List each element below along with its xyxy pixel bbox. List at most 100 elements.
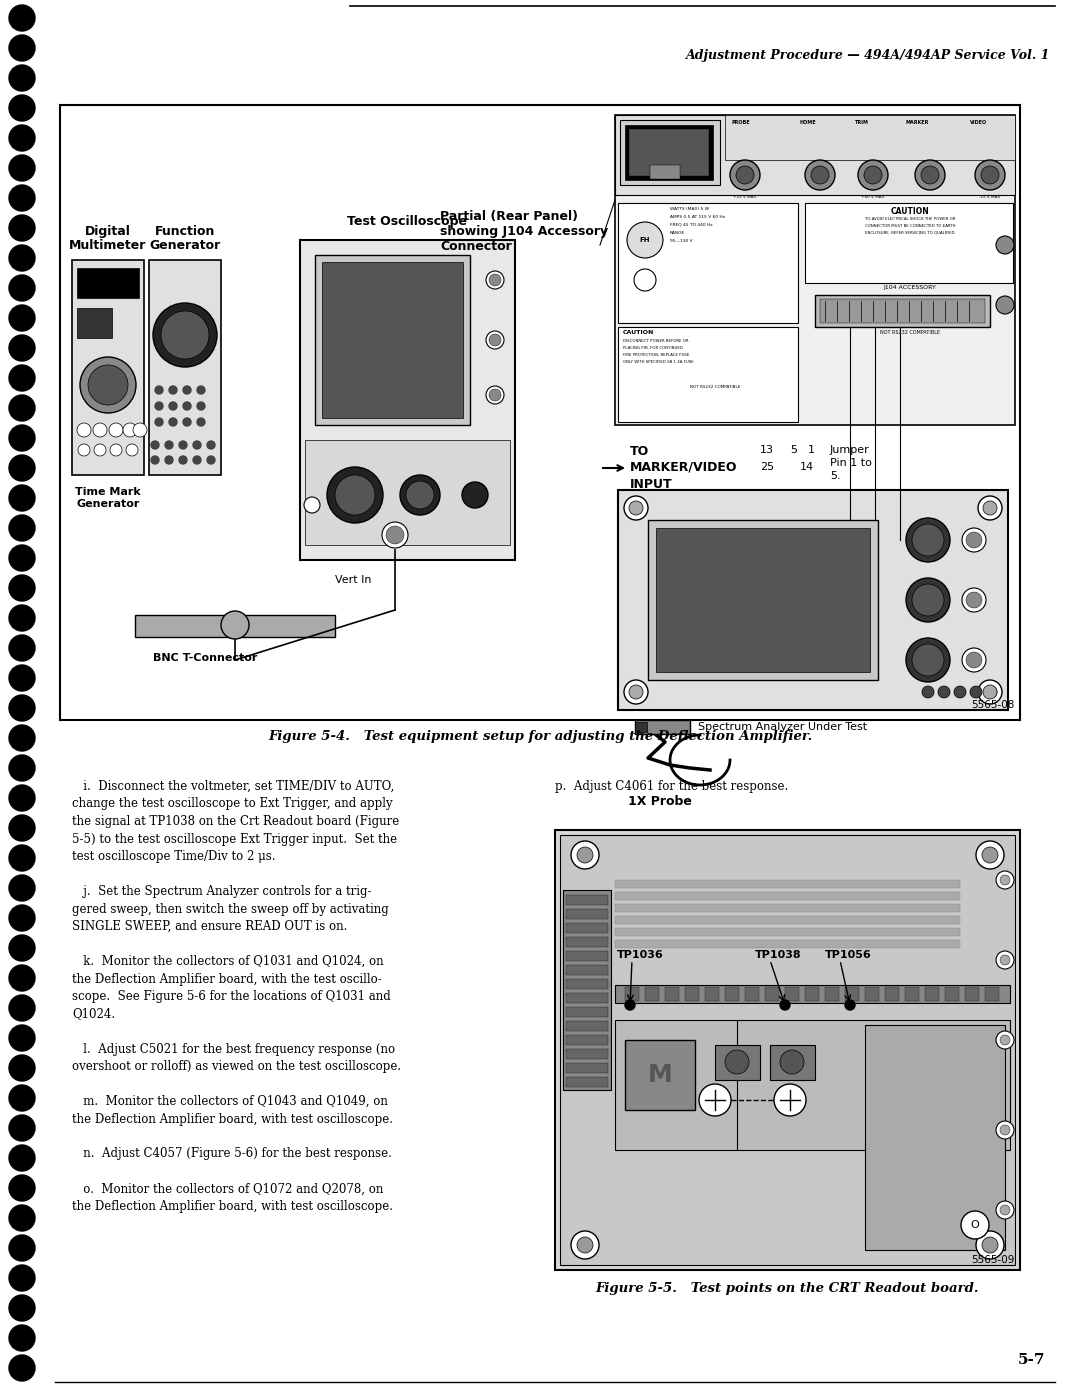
Text: k.  Monitor the collectors of Q1031 and Q1024, on: k. Monitor the collectors of Q1031 and Q… <box>72 956 383 968</box>
Circle shape <box>939 687 950 698</box>
Text: 5: 5 <box>789 445 797 455</box>
Circle shape <box>406 481 434 509</box>
Bar <box>629 129 708 176</box>
Circle shape <box>634 269 656 291</box>
Bar <box>566 1021 608 1031</box>
Bar <box>715 1044 760 1080</box>
Circle shape <box>386 526 404 544</box>
Circle shape <box>151 441 159 449</box>
Bar <box>805 988 819 1001</box>
Bar <box>615 915 960 924</box>
Circle shape <box>912 584 944 616</box>
Circle shape <box>486 386 504 404</box>
Circle shape <box>9 994 35 1021</box>
Text: Spectrum Analyzer Under Test: Spectrum Analyzer Under Test <box>699 723 867 732</box>
Circle shape <box>193 441 201 449</box>
Circle shape <box>207 441 215 449</box>
Circle shape <box>1000 1125 1010 1135</box>
Circle shape <box>9 395 35 422</box>
Text: Vert In: Vert In <box>335 576 372 585</box>
Circle shape <box>624 497 648 520</box>
Circle shape <box>9 576 35 601</box>
Circle shape <box>9 245 35 270</box>
Text: CAUTION: CAUTION <box>623 330 654 336</box>
Circle shape <box>183 402 191 411</box>
Circle shape <box>9 184 35 211</box>
Bar <box>615 940 960 947</box>
Bar <box>620 121 720 184</box>
Text: 5565-08: 5565-08 <box>972 700 1015 710</box>
Circle shape <box>168 386 177 394</box>
Circle shape <box>165 456 173 465</box>
Text: Pin 1 to: Pin 1 to <box>831 458 872 467</box>
Circle shape <box>193 456 201 465</box>
Circle shape <box>996 1201 1014 1219</box>
Circle shape <box>906 638 950 682</box>
Circle shape <box>966 592 982 608</box>
Text: 13: 13 <box>760 445 774 455</box>
Circle shape <box>845 1000 855 1010</box>
Text: j.  Set the Spectrum Analyzer controls for a trig-: j. Set the Spectrum Analyzer controls fo… <box>72 885 372 897</box>
Bar <box>945 988 959 1001</box>
Circle shape <box>981 166 999 184</box>
Text: Figure 5-5.   Test points on the CRT Readout board.: Figure 5-5. Test points on the CRT Reado… <box>595 1282 978 1295</box>
Circle shape <box>983 501 997 515</box>
Circle shape <box>183 417 191 426</box>
Circle shape <box>9 635 35 662</box>
Text: J104 ACCESSORY: J104 ACCESSORY <box>883 284 936 290</box>
Text: PLACING PIN. FOR CONTINUED: PLACING PIN. FOR CONTINUED <box>623 345 683 350</box>
Circle shape <box>9 1325 35 1351</box>
Bar <box>820 300 985 323</box>
Circle shape <box>9 1146 35 1171</box>
Circle shape <box>996 1121 1014 1139</box>
Bar <box>865 988 879 1001</box>
Circle shape <box>976 841 1004 870</box>
Text: Time Mark: Time Mark <box>76 487 140 497</box>
Bar <box>618 490 1008 710</box>
Bar <box>625 1040 696 1110</box>
Circle shape <box>9 1205 35 1232</box>
Circle shape <box>489 388 501 401</box>
Text: TP1056: TP1056 <box>825 950 872 960</box>
Bar <box>566 965 608 975</box>
Bar <box>618 327 798 422</box>
Text: 1X Probe: 1X Probe <box>629 795 692 809</box>
Text: Function: Function <box>154 225 215 239</box>
Circle shape <box>197 386 205 394</box>
Circle shape <box>161 311 210 359</box>
Circle shape <box>303 497 320 513</box>
Circle shape <box>9 965 35 990</box>
Text: o.  Monitor the collectors of Q1072 and Q2078, on: o. Monitor the collectors of Q1072 and Q… <box>72 1183 383 1196</box>
Bar <box>566 1076 608 1087</box>
Bar <box>566 922 608 933</box>
Bar <box>135 614 335 637</box>
Circle shape <box>126 444 138 456</box>
Circle shape <box>9 1085 35 1111</box>
Circle shape <box>1000 956 1010 965</box>
Text: 5-5) to the test oscilloscope Ext Trigger input.  Set the: 5-5) to the test oscilloscope Ext Trigge… <box>72 832 397 846</box>
Circle shape <box>962 588 986 612</box>
Bar <box>924 988 939 1001</box>
Circle shape <box>970 687 982 698</box>
Bar <box>725 988 739 1001</box>
Text: 5-7: 5-7 <box>1017 1352 1045 1368</box>
Text: INPUT: INPUT <box>630 479 673 491</box>
Circle shape <box>9 725 35 750</box>
Bar <box>305 440 510 545</box>
Bar <box>615 115 1015 424</box>
Circle shape <box>996 236 1014 254</box>
Bar <box>865 1025 1005 1250</box>
Text: m.  Monitor the collectors of Q1043 and Q1049, on: m. Monitor the collectors of Q1043 and Q… <box>72 1094 388 1108</box>
Text: TO: TO <box>630 445 649 458</box>
Text: TP1038: TP1038 <box>755 950 801 960</box>
Circle shape <box>9 65 35 92</box>
Circle shape <box>9 515 35 541</box>
Text: Connector: Connector <box>440 240 512 252</box>
Circle shape <box>168 417 177 426</box>
Bar <box>566 979 608 989</box>
Circle shape <box>9 1295 35 1320</box>
Bar <box>685 988 699 1001</box>
Circle shape <box>133 423 147 437</box>
Text: the Deflection Amplifier board, with test oscilloscope.: the Deflection Amplifier board, with tes… <box>72 1112 393 1125</box>
Circle shape <box>962 648 986 671</box>
